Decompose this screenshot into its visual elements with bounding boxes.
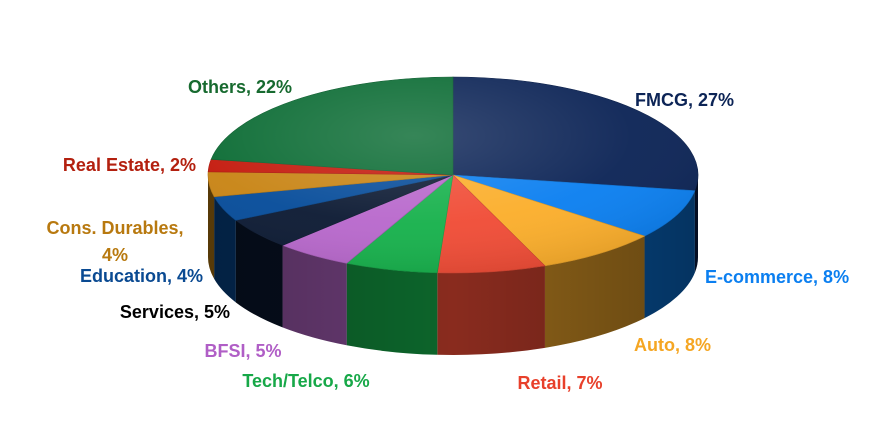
data-label-e-commerce: E-commerce, 8% xyxy=(705,267,849,287)
pie-sides xyxy=(208,175,698,355)
data-label-education: Education, 4% xyxy=(80,266,203,286)
pie-sheen xyxy=(208,77,698,273)
data-label-auto: Auto, 8% xyxy=(634,335,711,355)
data-label-services: Services, 5% xyxy=(120,302,230,322)
pie-side-shading xyxy=(208,175,698,355)
data-label-line: Cons. Durables, xyxy=(46,218,183,238)
data-label-bfsi: BFSI, 5% xyxy=(204,341,281,361)
data-label-real-estate: Real Estate, 2% xyxy=(63,155,196,175)
data-label-fmcg: FMCG, 27% xyxy=(635,90,734,110)
data-labels: FMCG, 27% E-commerce, 8% Auto, 8% Retail, 7… xyxy=(46,77,849,393)
data-label-cons-durables: Cons. Durables, 4% xyxy=(46,218,183,265)
data-label-line: 4% xyxy=(102,245,128,265)
data-label-retail: Retail, 7% xyxy=(517,373,602,393)
data-label-tech-telco: Tech/Telco, 6% xyxy=(242,371,369,391)
data-label-others: Others, 22% xyxy=(188,77,292,97)
